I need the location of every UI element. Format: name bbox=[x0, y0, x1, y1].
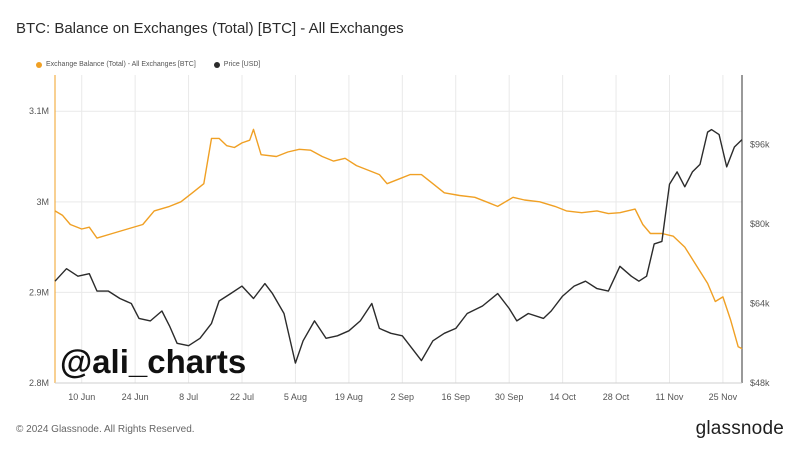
x-tick-label: 19 Aug bbox=[335, 392, 363, 402]
series-line-price bbox=[54, 128, 743, 364]
legend-swatch-price bbox=[213, 61, 220, 68]
legend-swatch-balance bbox=[36, 61, 42, 68]
y-right-tick-label: $48k bbox=[750, 378, 770, 388]
watermark-handle: @ali_charts bbox=[60, 343, 247, 380]
chart-title: BTC: Balance on Exchanges (Total) [BTC] … bbox=[16, 20, 404, 37]
brand-logo: glassnode bbox=[695, 418, 784, 439]
x-tick-label: 11 Nov bbox=[656, 392, 684, 402]
x-tick-label: 16 Sep bbox=[441, 392, 470, 402]
legend-item-price[interactable]: Price [USD] bbox=[213, 61, 261, 68]
y-left-tick-label: 2.9M bbox=[29, 287, 49, 297]
series-line-balance bbox=[54, 128, 743, 350]
x-tick-label: 14 Oct bbox=[549, 392, 576, 402]
y-right-tick-label: $64k bbox=[750, 299, 770, 309]
x-tick-label: 25 Nov bbox=[709, 392, 738, 402]
legend-item-balance[interactable]: Exchange Balance (Total) - All Exchanges… bbox=[36, 61, 196, 68]
y-left-tick-label: 3.1M bbox=[29, 106, 49, 116]
legend-label-balance: Exchange Balance (Total) - All Exchanges… bbox=[46, 61, 196, 68]
y-right-tick-label: $80k bbox=[750, 219, 770, 229]
x-tick-label: 28 Oct bbox=[603, 392, 630, 402]
y-left-tick-label: 2.8M bbox=[29, 378, 49, 388]
y-right-tick-label: $96k bbox=[750, 140, 770, 150]
x-tick-label: 10 Jun bbox=[68, 392, 95, 402]
legend-label-price: Price [USD] bbox=[223, 61, 261, 68]
x-tick-label: 30 Sep bbox=[495, 392, 524, 402]
legend: Exchange Balance (Total) - All Exchanges… bbox=[36, 61, 260, 68]
x-tick-label: 24 Jun bbox=[122, 392, 149, 402]
x-tick-label: 8 Jul bbox=[179, 392, 198, 402]
x-tick-label: 22 Jul bbox=[230, 392, 254, 402]
x-tick-label: 5 Aug bbox=[284, 392, 307, 402]
x-tick-label: 2 Sep bbox=[391, 392, 415, 402]
y-left-tick-label: 3M bbox=[36, 197, 49, 207]
copyright-text: © 2024 Glassnode. All Rights Reserved. bbox=[16, 424, 195, 435]
